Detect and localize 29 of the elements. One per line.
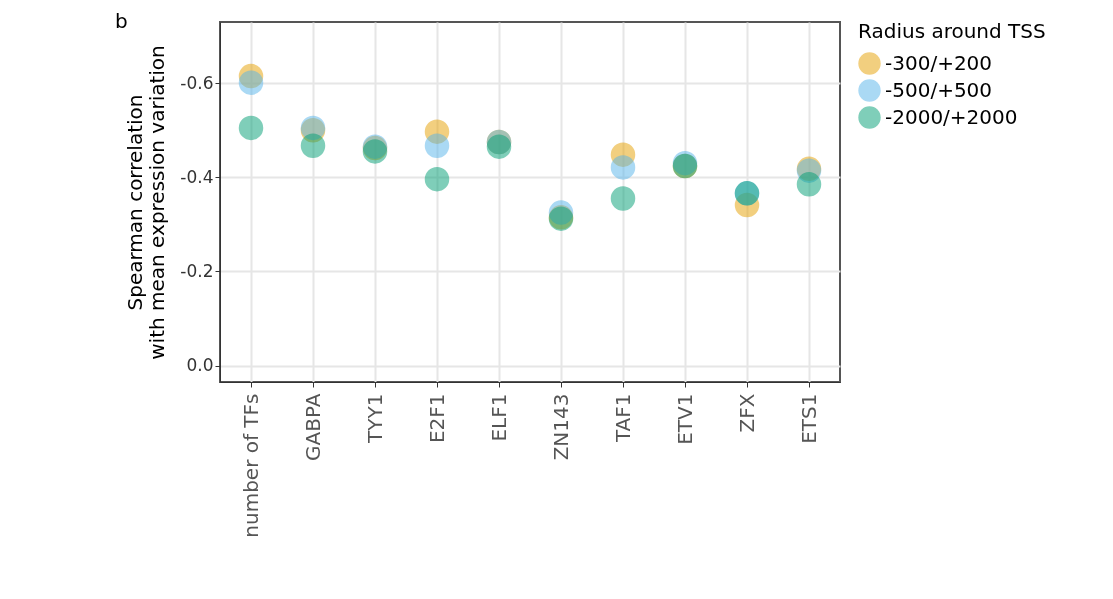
- point: [238, 70, 264, 95]
- x-tick-label: E2F1: [424, 393, 449, 444]
- point: [424, 166, 450, 192]
- point: [610, 155, 636, 180]
- x-tick-label: ETV1: [672, 393, 697, 445]
- legend-label: -300/+200: [885, 50, 993, 75]
- point: [486, 134, 512, 159]
- x-tick-label: TAF1: [610, 393, 635, 444]
- legend-title: Radius around TSS: [858, 19, 1046, 43]
- y-tick-label: 0.0: [186, 355, 214, 376]
- x-tick-label: ZFX: [734, 393, 759, 433]
- point: [610, 186, 636, 211]
- point: [796, 172, 822, 197]
- point: [424, 133, 450, 158]
- x-tick-label: ZN143: [548, 393, 573, 461]
- legend-label: -500/+500: [885, 77, 993, 102]
- y-axis-title: Spearman correlation with mean expression variation: [123, 45, 170, 360]
- text: b: [115, 9, 128, 33]
- x-tick-label: TYY1: [362, 393, 387, 444]
- y-tick-label: -0.2: [180, 260, 214, 281]
- point: [238, 115, 264, 141]
- y-tick-label: -0.6: [180, 72, 214, 93]
- x-tick-label: GABPA: [300, 393, 325, 461]
- x-tick-label: number of TFs: [238, 393, 263, 538]
- x-tick-label: ELF1: [486, 393, 511, 442]
- y-tick-label: -0.4: [180, 166, 214, 187]
- x-tick-label: ETS1: [796, 393, 821, 444]
- legend-label: -2000/+2000: [885, 104, 1018, 129]
- point: [300, 133, 326, 158]
